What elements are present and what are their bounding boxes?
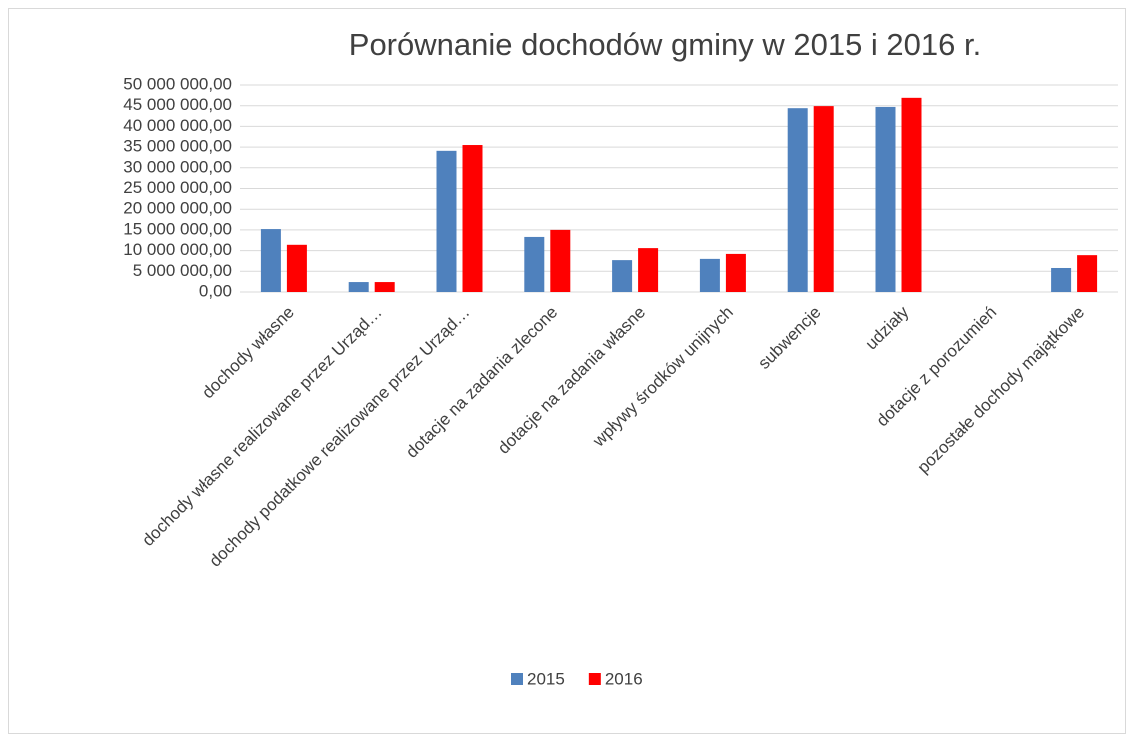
chart-title: Porównanie dochodów gminy w 2015 i 2016 … xyxy=(349,27,981,62)
y-tick-label: 15 000 000,00 xyxy=(123,219,232,238)
bar xyxy=(260,229,281,292)
bar xyxy=(524,236,545,292)
y-tick-label: 40 000 000,00 xyxy=(123,116,232,135)
y-tick-label: 25 000 000,00 xyxy=(123,178,232,197)
bar xyxy=(436,150,457,292)
bar xyxy=(901,97,922,292)
y-tick-label: 5 000 000,00 xyxy=(133,261,232,280)
y-tick-label: 50 000 000,00 xyxy=(123,74,232,93)
bar xyxy=(612,260,633,292)
legend-swatch xyxy=(511,673,523,685)
bar xyxy=(813,106,834,292)
y-tick-label: 20 000 000,00 xyxy=(123,199,232,218)
bar xyxy=(462,145,483,292)
bar xyxy=(699,258,720,292)
y-tick-label: 30 000 000,00 xyxy=(123,157,232,176)
bar xyxy=(374,282,395,292)
bar xyxy=(1077,255,1098,292)
bar xyxy=(348,282,369,292)
bar xyxy=(550,229,571,292)
chart-border xyxy=(8,8,1126,734)
y-tick-label: 45 000 000,00 xyxy=(123,95,232,114)
legend-label: 2016 xyxy=(605,669,643,688)
bar xyxy=(787,108,808,293)
y-tick-label: 10 000 000,00 xyxy=(123,240,232,259)
bar xyxy=(725,253,746,292)
bar xyxy=(286,244,307,292)
legend-swatch xyxy=(588,673,601,685)
y-tick-label: 35 000 000,00 xyxy=(123,137,232,156)
y-tick-label: 0,00 xyxy=(199,281,232,300)
bar xyxy=(1051,267,1072,292)
bar xyxy=(875,106,896,292)
bar xyxy=(638,248,659,292)
legend-label: 2015 xyxy=(527,669,565,688)
